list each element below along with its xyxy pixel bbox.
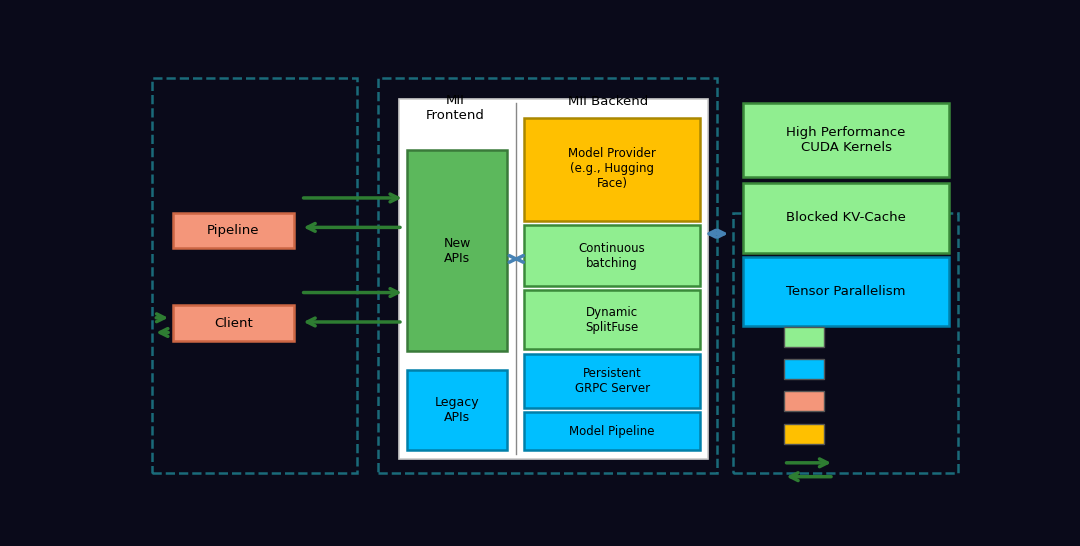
- Bar: [378, 78, 717, 473]
- Text: Continuous
batching: Continuous batching: [579, 241, 646, 270]
- Bar: [151, 78, 356, 473]
- Bar: [743, 183, 948, 253]
- Text: Blocked KV-Cache: Blocked KV-Cache: [786, 211, 906, 224]
- Bar: [743, 257, 948, 326]
- Bar: [784, 391, 824, 411]
- Bar: [784, 327, 824, 347]
- Text: Tensor Parallelism: Tensor Parallelism: [786, 285, 906, 298]
- Bar: [524, 412, 700, 450]
- Bar: [784, 424, 824, 444]
- Text: High Performance
CUDA Kernels: High Performance CUDA Kernels: [786, 126, 906, 154]
- Text: Model Pipeline: Model Pipeline: [569, 425, 654, 438]
- Bar: [524, 118, 700, 221]
- Text: Dynamic
SplitFuse: Dynamic SplitFuse: [585, 306, 638, 334]
- Text: MII Backend: MII Backend: [568, 95, 648, 108]
- Text: Persistent
GRPC Server: Persistent GRPC Server: [575, 367, 650, 395]
- Bar: [407, 150, 508, 352]
- Text: Client: Client: [214, 317, 253, 330]
- Bar: [173, 305, 294, 341]
- Text: Model Provider
(e.g., Hugging
Face): Model Provider (e.g., Hugging Face): [568, 147, 656, 190]
- Bar: [784, 359, 824, 379]
- Bar: [399, 99, 708, 459]
- Bar: [733, 213, 958, 473]
- Bar: [524, 290, 700, 349]
- Bar: [743, 103, 948, 177]
- Bar: [407, 370, 508, 450]
- Bar: [524, 225, 700, 286]
- Text: New
APIs: New APIs: [444, 236, 471, 264]
- Bar: [173, 213, 294, 248]
- Text: Legacy
APIs: Legacy APIs: [435, 396, 480, 424]
- Text: Pipeline: Pipeline: [207, 224, 259, 237]
- Text: MII
Frontend: MII Frontend: [427, 93, 485, 122]
- Bar: [524, 353, 700, 408]
